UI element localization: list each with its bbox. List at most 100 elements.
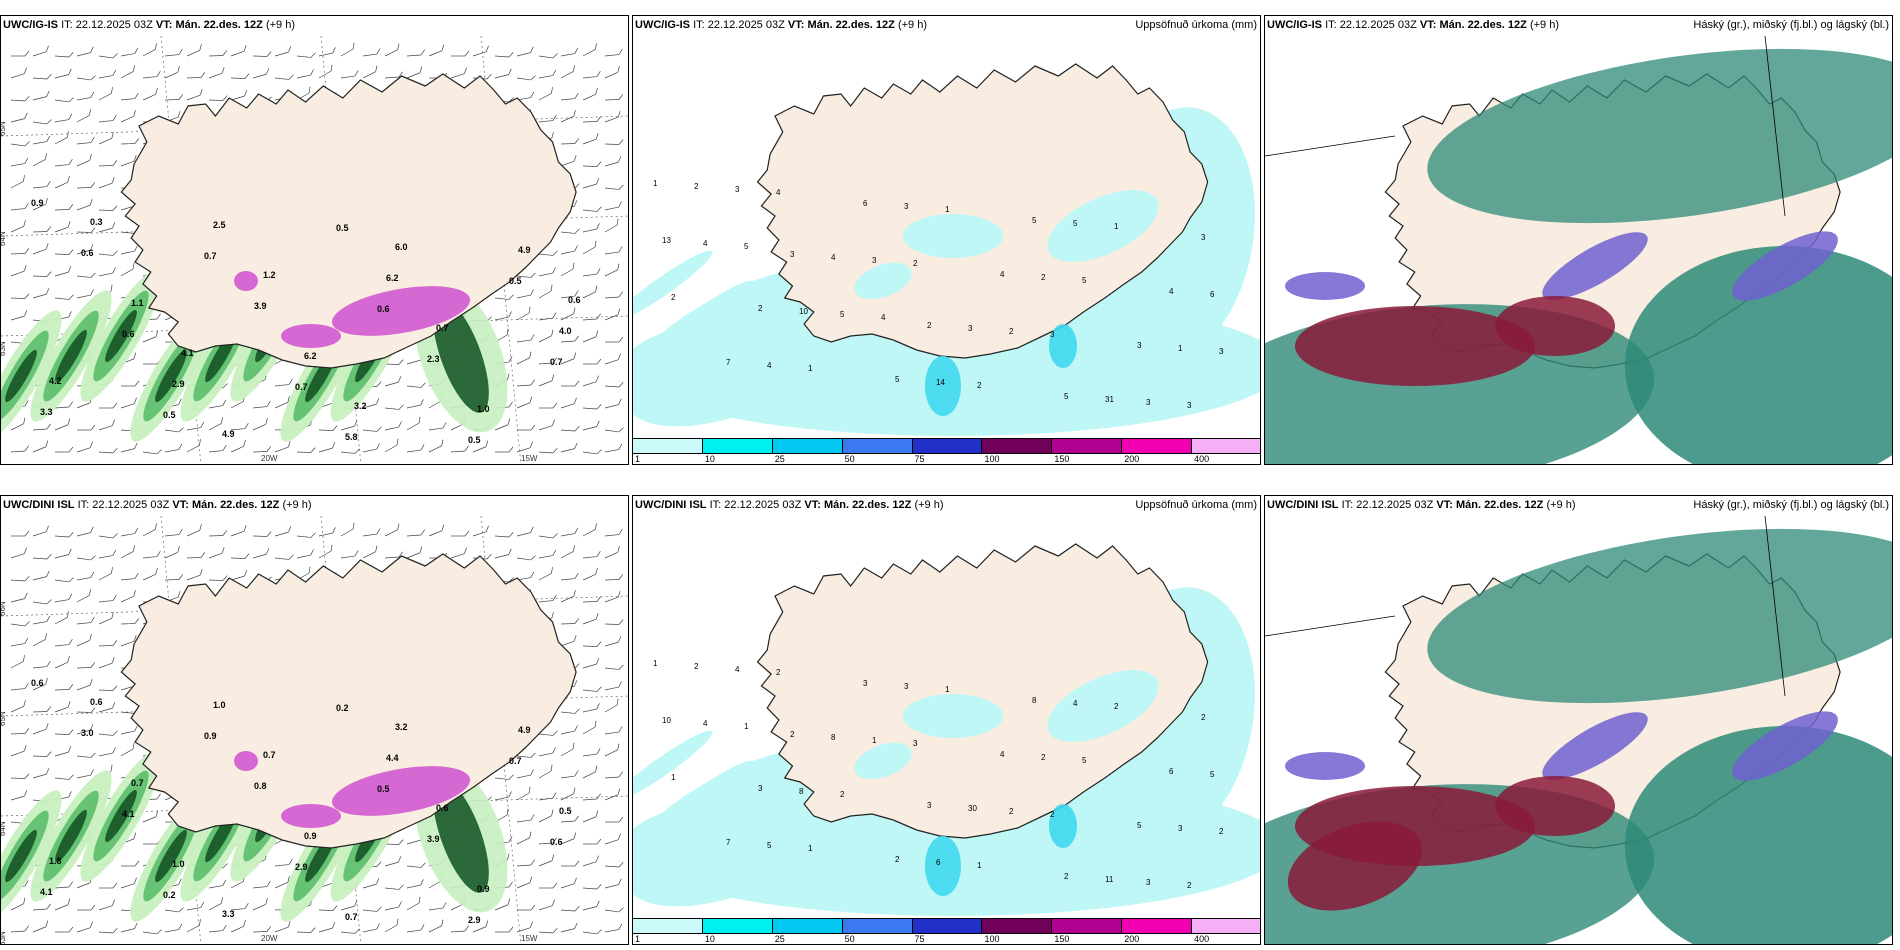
wind-barb	[98, 160, 118, 167]
precip-value-label: 2	[895, 855, 900, 864]
barb-staff	[582, 931, 597, 935]
barb-flag	[594, 720, 597, 728]
barb-flag	[221, 547, 225, 554]
wind-barb	[604, 156, 622, 167]
barb-staff	[230, 95, 245, 101]
barb-staff	[230, 575, 245, 581]
barb-flag	[155, 568, 158, 575]
barb-staff	[582, 228, 597, 233]
barb-staff	[560, 640, 575, 647]
barb-staff	[32, 51, 47, 57]
barb-flag	[24, 637, 29, 644]
wind-barb	[164, 427, 184, 433]
barb-flag	[133, 635, 137, 642]
wind-barb	[142, 330, 159, 343]
barb-staff	[560, 711, 575, 714]
precip-title: Uppsöfnuð úrkoma (mm)	[1135, 19, 1257, 31]
colorbar-tick-label: 10	[704, 454, 715, 464]
barb-staff	[32, 293, 47, 299]
wind-barb	[98, 640, 118, 647]
barb-flag	[574, 815, 579, 822]
colorbar-cell	[1052, 439, 1123, 453]
barb-staff	[164, 449, 179, 453]
wind-value-label: 0.6	[122, 329, 135, 339]
barb-flag	[464, 445, 469, 452]
barb-flag	[45, 678, 48, 685]
precip-value-label: 3	[790, 250, 795, 259]
barb-flag	[133, 155, 137, 162]
barb-flag	[178, 907, 184, 913]
wind-value-label: 0.6	[81, 248, 94, 258]
barb-flag	[574, 138, 580, 144]
wind-barb	[230, 525, 247, 537]
wind-barb	[560, 262, 575, 277]
precip-value-label: 3	[872, 256, 877, 265]
barb-flag	[398, 71, 403, 78]
wind-barb	[516, 75, 536, 81]
wind-barb	[384, 856, 402, 867]
precip-value-label: 10	[662, 716, 671, 725]
barb-staff	[538, 842, 553, 845]
barb-staff	[582, 291, 596, 299]
colorbar-cell	[842, 919, 913, 933]
barb-flag	[67, 898, 71, 905]
precip-streak	[653, 760, 753, 832]
barb-flag	[464, 50, 470, 57]
barb-flag	[112, 448, 118, 454]
wind-panel-bottom: UWC/DINI ISL IT: 22.12.2025 03Z VT: Mán.…	[0, 495, 629, 945]
precip-value-label: 14	[936, 378, 945, 387]
barb-staff	[208, 930, 223, 933]
wind-barb	[604, 681, 622, 691]
barb-flag	[618, 336, 624, 343]
colorbar-tick-label: 400	[1194, 454, 1210, 464]
barb-staff	[538, 535, 553, 539]
barb-flag	[376, 923, 380, 930]
barb-flag	[376, 861, 382, 867]
wind-barb	[406, 546, 423, 559]
barb-flag	[287, 921, 291, 928]
barb-staff	[76, 142, 91, 145]
barb-flag	[287, 441, 291, 448]
barb-flag	[45, 440, 49, 447]
wind-barb	[472, 920, 489, 933]
barb-staff	[230, 428, 245, 431]
wind-barb	[142, 810, 159, 823]
barb-staff	[494, 904, 509, 911]
barb-flag	[68, 684, 74, 690]
barb-flag	[23, 175, 25, 182]
barb-staff	[54, 579, 69, 583]
wind-barb	[560, 815, 579, 823]
barb-flag	[530, 859, 535, 866]
wind-barb	[406, 879, 424, 889]
barb-flag	[68, 113, 73, 120]
barb-flag	[222, 383, 228, 389]
wind-barb	[406, 399, 424, 409]
wind-barb	[582, 178, 600, 189]
gust-core	[105, 309, 137, 363]
barb-flag	[508, 881, 513, 888]
wind-value-label: 0.5	[163, 410, 176, 420]
barb-flag	[133, 65, 135, 72]
barb-flag	[572, 742, 575, 750]
barb-staff	[560, 71, 574, 79]
wind-barb	[384, 523, 400, 537]
barb-staff	[54, 226, 69, 233]
barb-staff	[54, 617, 68, 625]
wind-barb	[208, 547, 225, 559]
barb-staff	[142, 49, 156, 57]
wind-barb	[120, 245, 138, 255]
barb-flag	[573, 545, 575, 552]
barb-flag	[112, 928, 118, 934]
wind-barb	[384, 884, 404, 890]
precip-value-label: 5	[1082, 276, 1087, 285]
barb-flag	[111, 87, 113, 94]
wind-barb	[252, 68, 270, 79]
wind-barb	[10, 925, 29, 933]
precip-value-label: 2	[1009, 807, 1014, 816]
wind-barb	[55, 446, 74, 453]
wind-barb	[98, 928, 118, 934]
barb-flag	[89, 921, 93, 928]
barb-flag	[420, 399, 424, 406]
wind-barb	[208, 417, 223, 431]
wind-barb	[274, 921, 291, 933]
